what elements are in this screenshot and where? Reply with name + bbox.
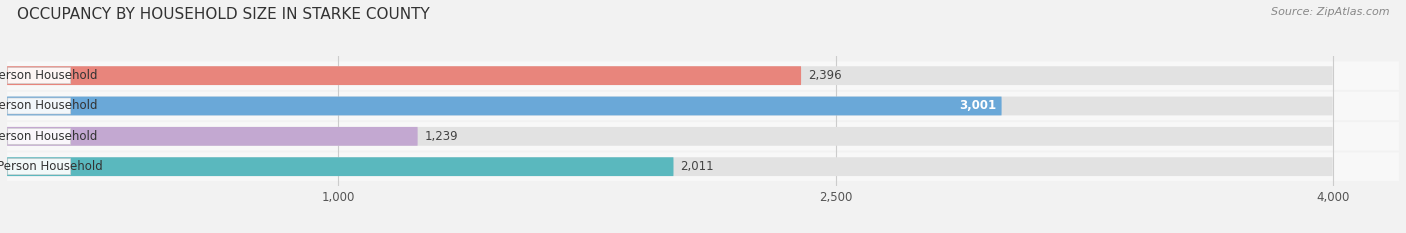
FancyBboxPatch shape (7, 159, 70, 175)
FancyBboxPatch shape (7, 157, 1333, 176)
FancyBboxPatch shape (7, 98, 70, 114)
FancyBboxPatch shape (7, 152, 1399, 181)
Text: 3-Person Household: 3-Person Household (0, 130, 98, 143)
FancyBboxPatch shape (7, 68, 70, 84)
Text: 1,239: 1,239 (425, 130, 458, 143)
FancyBboxPatch shape (7, 97, 1333, 115)
FancyBboxPatch shape (7, 66, 1333, 85)
FancyBboxPatch shape (7, 66, 801, 85)
FancyBboxPatch shape (7, 61, 1399, 90)
FancyBboxPatch shape (7, 92, 1399, 120)
Text: OCCUPANCY BY HOUSEHOLD SIZE IN STARKE COUNTY: OCCUPANCY BY HOUSEHOLD SIZE IN STARKE CO… (17, 7, 430, 22)
Text: 2,396: 2,396 (807, 69, 841, 82)
FancyBboxPatch shape (7, 128, 70, 144)
Text: Source: ZipAtlas.com: Source: ZipAtlas.com (1271, 7, 1389, 17)
Text: 2-Person Household: 2-Person Household (0, 99, 98, 113)
FancyBboxPatch shape (7, 127, 1333, 146)
Text: 2,011: 2,011 (681, 160, 714, 173)
Text: 4+ Person Household: 4+ Person Household (0, 160, 103, 173)
FancyBboxPatch shape (7, 157, 673, 176)
Text: 1-Person Household: 1-Person Household (0, 69, 98, 82)
Text: 3,001: 3,001 (959, 99, 997, 113)
FancyBboxPatch shape (7, 122, 1399, 151)
FancyBboxPatch shape (7, 97, 1001, 115)
FancyBboxPatch shape (7, 127, 418, 146)
